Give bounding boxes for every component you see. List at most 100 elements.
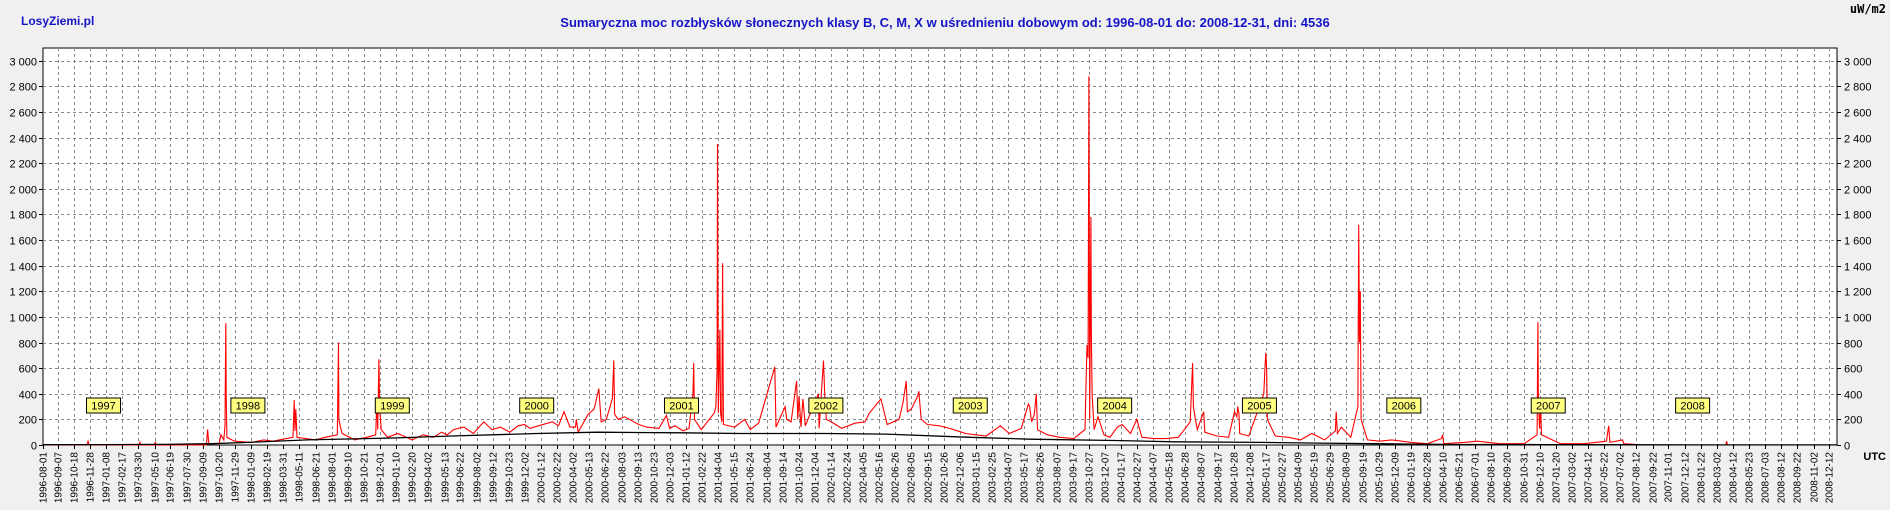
x-tick-label: 2004-05-18 xyxy=(1165,452,1176,504)
x-tick-label: 1999-04-02 xyxy=(424,452,435,504)
x-tick-label: 2000-05-13 xyxy=(585,452,596,504)
y-tick-label-right: 2 200 xyxy=(1844,159,1872,171)
x-tick-label: 2001-12-04 xyxy=(811,452,822,504)
x-tick-label: 2004-09-17 xyxy=(1214,452,1225,504)
x-tick-label: 2007-11-01 xyxy=(1664,452,1675,503)
x-tick-label: 2004-08-07 xyxy=(1197,452,1208,504)
year-marker-2004: 2004 xyxy=(1097,397,1133,414)
year-label-box xyxy=(1241,397,1277,414)
x-tick-label: 1998-01-09 xyxy=(247,452,258,504)
x-tick-label: 2001-08-04 xyxy=(763,452,774,504)
x-tick-label: 2006-01-19 xyxy=(1407,452,1418,504)
y-tick-label: 1 800 xyxy=(9,210,37,222)
year-marker-1999: 1999 xyxy=(374,397,410,414)
y-tick-label: 1 600 xyxy=(9,236,37,248)
x-tick-label: 2006-12-10 xyxy=(1536,452,1547,504)
year-marker-2006: 2006 xyxy=(1386,397,1422,414)
year-label-box xyxy=(1097,397,1133,414)
year-label-text: 2002 xyxy=(814,401,838,413)
x-tick-label: 2001-09-14 xyxy=(779,452,790,504)
y-tick-label-right: 600 xyxy=(1844,364,1862,376)
y-tick-label: 200 xyxy=(19,415,37,427)
y-tick-label-right: 1 200 xyxy=(1844,287,1872,299)
x-tick-label: 1999-12-02 xyxy=(521,452,532,504)
y-unit-label: uW/m2 xyxy=(1849,2,1886,16)
year-marker-2005: 2005 xyxy=(1241,397,1277,414)
x-tick-label: 2005-05-19 xyxy=(1310,452,1321,504)
x-tick-label: 1998-09-10 xyxy=(344,452,355,504)
x-tick-label: 2003-08-07 xyxy=(1053,452,1064,504)
y-tick-label-right: 400 xyxy=(1844,390,1862,402)
y-tick-label: 2 200 xyxy=(9,159,37,171)
x-tick-label: 2007-08-12 xyxy=(1632,452,1643,504)
x-tick-label: 2005-12-09 xyxy=(1391,452,1402,504)
y-tick-label-right: 3 000 xyxy=(1844,57,1872,69)
x-tick-label: 2006-04-10 xyxy=(1439,452,1450,504)
year-label-text: 2007 xyxy=(1536,401,1560,413)
x-tick-label: 2003-06-26 xyxy=(1036,452,1047,504)
x-tick-label: 1998-08-01 xyxy=(328,452,339,504)
year-label-text: 2008 xyxy=(1680,401,1704,413)
x-tick-label: 2006-08-10 xyxy=(1487,452,1498,504)
x-tick-label: 2003-12-07 xyxy=(1101,452,1112,504)
y-tick-label: 400 xyxy=(19,390,37,402)
x-tick-label: 2006-09-20 xyxy=(1503,452,1514,504)
x-tick-label: 1997-03-30 xyxy=(134,452,145,504)
year-label-box xyxy=(1386,397,1422,414)
x-tick-label: 2008-03-02 xyxy=(1713,452,1724,504)
series-line-baseline xyxy=(42,431,1837,446)
year-label-box xyxy=(663,397,699,414)
year-marker-2007: 2007 xyxy=(1530,397,1566,414)
year-label-box xyxy=(374,397,410,414)
x-tick-label: 1997-06-19 xyxy=(166,452,177,504)
x-tick-label: 1998-12-01 xyxy=(376,452,387,504)
x-tick-label: 1996-10-18 xyxy=(70,452,81,504)
x-tick-label: 2004-10-28 xyxy=(1230,452,1241,504)
x-tick-label: 2007-01-20 xyxy=(1552,452,1563,504)
x-tick-label: 2001-05-15 xyxy=(730,452,741,504)
site-link[interactable]: LosyZiemi.pl xyxy=(21,14,95,28)
x-tick-label: 2003-05-17 xyxy=(1020,452,1031,504)
year-marker-1997: 1997 xyxy=(86,397,122,414)
year-marker-2008: 2008 xyxy=(1675,397,1711,414)
year-label-box xyxy=(808,397,844,414)
x-tick-label: 2006-07-01 xyxy=(1471,452,1482,504)
year-label-text: 2003 xyxy=(958,401,982,413)
year-label-box xyxy=(1675,397,1711,414)
x-tick-label: 2008-11-02 xyxy=(1810,452,1821,503)
x-tick-label: 2001-04-04 xyxy=(714,452,725,504)
x-tick-label: 2000-04-02 xyxy=(569,452,580,504)
x-tick-label: 1999-08-02 xyxy=(473,452,484,504)
x-tick-label: 1999-01-10 xyxy=(392,452,403,504)
year-label-text: 2006 xyxy=(1392,401,1416,413)
year-label-text: 1997 xyxy=(91,401,115,413)
x-tick-label: 1997-02-17 xyxy=(118,452,129,504)
y-tick-label: 800 xyxy=(19,339,37,351)
year-marker-2002: 2002 xyxy=(808,397,844,414)
x-tick-label: 1996-11-28 xyxy=(86,452,97,503)
year-marker-2001: 2001 xyxy=(663,397,699,414)
x-tick-label: 1997-09-09 xyxy=(199,452,210,504)
y-tick-label: 1 400 xyxy=(9,262,37,274)
x-tick-label: 2005-02-27 xyxy=(1278,452,1289,504)
x-tick-label: 2008-01-22 xyxy=(1697,452,1708,504)
x-tick-label: 2001-01-12 xyxy=(682,452,693,504)
x-tick-label: 2003-10-27 xyxy=(1085,452,1096,504)
x-tick-label: 1999-09-12 xyxy=(489,452,500,504)
x-tick-label: 2001-06-24 xyxy=(746,452,757,504)
x-tick-label: 1997-05-10 xyxy=(151,452,162,504)
year-label-text: 2000 xyxy=(524,401,548,413)
x-tick-label: 1999-06-22 xyxy=(456,452,467,504)
year-marker-2000: 2000 xyxy=(519,397,555,414)
y-tick-label-right: 1 000 xyxy=(1844,313,1872,325)
x-tick-label: 2005-10-29 xyxy=(1375,452,1386,504)
x-tick-label: 2002-08-05 xyxy=(907,452,918,504)
x-tick-label: 1997-07-30 xyxy=(183,452,194,504)
y-tick-label-right: 0 xyxy=(1844,441,1850,453)
x-tick-label: 1998-10-21 xyxy=(360,452,371,504)
x-tick-label: 1998-02-19 xyxy=(263,452,274,504)
y-tick-label: 2 000 xyxy=(9,185,37,197)
x-tick-label: 2002-05-16 xyxy=(875,452,886,504)
x-tick-label: 2000-02-22 xyxy=(553,452,564,504)
x-tick-label: 2008-04-12 xyxy=(1729,452,1740,504)
